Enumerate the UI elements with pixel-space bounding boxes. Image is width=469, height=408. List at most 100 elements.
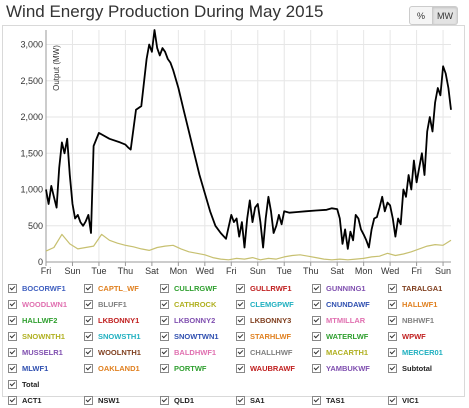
legend-checkbox[interactable] <box>388 395 397 405</box>
legend-checkbox[interactable] <box>160 347 169 357</box>
legend-checkbox[interactable] <box>312 299 321 309</box>
legend-item[interactable]: TAS1 <box>312 392 388 408</box>
legend-item[interactable]: WOOLNTH1 <box>84 344 160 360</box>
legend-checkbox[interactable] <box>388 283 397 293</box>
legend-item[interactable]: WATERLWF <box>312 328 388 344</box>
legend-checkbox[interactable] <box>84 347 93 357</box>
legend-checkbox[interactable] <box>84 315 93 325</box>
legend-item[interactable]: QLD1 <box>160 392 236 408</box>
legend-checkbox[interactable] <box>236 283 245 293</box>
legend-item[interactable]: LKBONNY1 <box>84 312 160 328</box>
legend-item[interactable]: LKBONNY2 <box>160 312 236 328</box>
legend-checkbox[interactable] <box>236 331 245 341</box>
legend-label: PORTWF <box>174 363 207 373</box>
legend-checkbox[interactable] <box>312 347 321 357</box>
legend-item[interactable]: MERCER01 <box>388 344 464 360</box>
legend-item[interactable]: CLEMGPWF <box>236 296 312 312</box>
legend-item[interactable]: MACARTH1 <box>312 344 388 360</box>
legend-item[interactable]: HALLWF1 <box>388 296 464 312</box>
legend-checkbox[interactable] <box>8 347 17 357</box>
legend-checkbox[interactable] <box>388 315 397 325</box>
legend-checkbox[interactable] <box>312 331 321 341</box>
legend-item[interactable]: WAUBRAWF <box>236 360 312 376</box>
legend-checkbox[interactable] <box>8 315 17 325</box>
legend-item[interactable]: SNOWNTH1 <box>8 328 84 344</box>
legend-checkbox[interactable] <box>160 315 169 325</box>
legend-item[interactable]: WOODLWN1 <box>8 296 84 312</box>
legend-checkbox[interactable] <box>236 315 245 325</box>
legend-label: BLUFF1 <box>98 299 127 309</box>
legend-checkbox[interactable] <box>8 331 17 341</box>
legend-item[interactable]: CNUNDAWF <box>312 296 388 312</box>
legend-item[interactable]: CULLRGWF <box>160 280 236 296</box>
legend-checkbox[interactable] <box>388 347 397 357</box>
legend-item[interactable]: MTMILLAR <box>312 312 388 328</box>
legend-label: WOOLNTH1 <box>98 347 141 357</box>
mw-button[interactable]: MW <box>433 6 458 25</box>
legend-label: BOCORWF1 <box>22 283 66 293</box>
legend-item[interactable]: SNOWSTH1 <box>84 328 160 344</box>
legend-item[interactable]: BLUFF1 <box>84 296 160 312</box>
legend-checkbox[interactable] <box>236 395 245 405</box>
legend-item[interactable]: CHALLHWF <box>236 344 312 360</box>
legend-item[interactable]: OAKLAND1 <box>84 360 160 376</box>
legend-item[interactable]: GUNNING1 <box>312 280 388 296</box>
legend-checkbox[interactable] <box>160 363 169 373</box>
legend-checkbox[interactable] <box>8 395 17 405</box>
legend-checkbox[interactable] <box>84 331 93 341</box>
legend-item[interactable]: VIC1 <box>388 392 464 408</box>
legend-checkbox[interactable] <box>236 363 245 373</box>
legend-checkbox[interactable] <box>160 299 169 309</box>
legend-item[interactable]: CAPTL_WF <box>84 280 160 296</box>
x-tick-label: Tue <box>91 266 106 276</box>
legend-item[interactable]: HALLWF2 <box>8 312 84 328</box>
percent-button[interactable]: % <box>409 6 433 25</box>
legend-item[interactable]: Total <box>8 376 84 392</box>
legend-item[interactable]: MUSSELR1 <box>8 344 84 360</box>
legend-item[interactable]: Subtotal <box>388 360 464 376</box>
legend-checkbox[interactable] <box>236 347 245 357</box>
legend-item[interactable]: NBHWF1 <box>388 312 464 328</box>
legend-checkbox[interactable] <box>312 363 321 373</box>
legend-checkbox[interactable] <box>84 283 93 293</box>
legend-checkbox[interactable] <box>388 331 397 341</box>
legend-item[interactable]: STARHLWF <box>236 328 312 344</box>
legend-item[interactable]: BOCORWF1 <box>8 280 84 296</box>
legend-checkbox[interactable] <box>312 395 321 405</box>
legend-checkbox[interactable] <box>84 299 93 309</box>
legend-item[interactable]: BALDHWF1 <box>160 344 236 360</box>
legend-checkbox[interactable] <box>84 363 93 373</box>
legend-label: SNOWSTH1 <box>98 331 141 341</box>
legend-checkbox[interactable] <box>388 299 397 309</box>
legend-checkbox[interactable] <box>160 331 169 341</box>
legend-label: CLEMGPWF <box>250 299 294 309</box>
legend-checkbox[interactable] <box>312 315 321 325</box>
y-tick-label: 0 <box>38 257 43 267</box>
legend-label: WAUBRAWF <box>250 363 295 373</box>
legend-item[interactable]: CATHROCK <box>160 296 236 312</box>
legend-item[interactable]: GULLRWF1 <box>236 280 312 296</box>
legend-item[interactable]: TARALGA1 <box>388 280 464 296</box>
legend-checkbox[interactable] <box>8 379 17 389</box>
legend-item[interactable]: WPWF <box>388 328 464 344</box>
legend-item[interactable]: MLWF1 <box>8 360 84 376</box>
legend-label: CAPTL_WF <box>98 283 139 293</box>
legend-item[interactable]: SNOWTWN1 <box>160 328 236 344</box>
legend-checkbox[interactable] <box>84 395 93 405</box>
legend-item[interactable]: PORTWF <box>160 360 236 376</box>
legend-item[interactable]: NSW1 <box>84 392 160 408</box>
legend-item[interactable]: YAMBUKWF <box>312 360 388 376</box>
legend-checkbox[interactable] <box>8 283 17 293</box>
legend-item[interactable]: LKBONNY3 <box>236 312 312 328</box>
legend-checkbox[interactable] <box>312 283 321 293</box>
legend-item[interactable]: ACT1 <box>8 392 84 408</box>
legend-checkbox[interactable] <box>160 283 169 293</box>
legend-checkbox[interactable] <box>388 363 397 373</box>
legend-checkbox[interactable] <box>160 395 169 405</box>
legend-checkbox[interactable] <box>236 299 245 309</box>
legend-checkbox[interactable] <box>8 363 17 373</box>
x-tick-label: Thu <box>303 266 319 276</box>
legend-item[interactable]: SA1 <box>236 392 312 408</box>
chart: 0 500 1,000 1,500 2,000 2,500 3,000 Fri Sun Tue Th… <box>20 29 452 276</box>
legend-checkbox[interactable] <box>8 299 17 309</box>
